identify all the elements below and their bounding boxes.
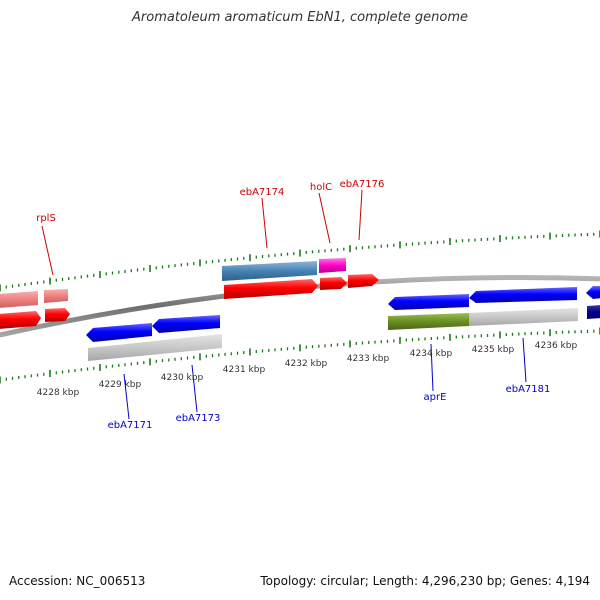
reverse-tick-row — [0, 327, 600, 384]
gene-bar-aprE[interactable] — [388, 313, 469, 330]
gene-bar-right-edge[interactable] — [587, 305, 600, 319]
kbp-label: 4228 kbp — [37, 388, 80, 398]
leader-line-ebA7174 — [261, 197, 268, 249]
gene-bar-ebA7174[interactable] — [222, 261, 317, 281]
genome-summary-label: Topology: circular; Length: 4,296,230 bp… — [260, 574, 590, 588]
cds-arrow-left-edge[interactable] — [0, 311, 41, 329]
kbp-label: 4234 kbp — [410, 349, 453, 359]
kbp-label: 4235 kbp — [472, 345, 515, 355]
gene-label-holC[interactable]: holC — [310, 182, 332, 193]
leader-line-aprE — [430, 343, 434, 392]
leader-line-ebA7171 — [123, 373, 130, 420]
cds-arrow-ebA7171[interactable] — [86, 323, 152, 342]
genome-title: Aromatoleum aromaticum EbN1, complete ge… — [132, 10, 468, 25]
leader-line-ebA7176 — [358, 189, 363, 241]
gene-label-rplS[interactable]: rplS — [36, 213, 56, 224]
cds-arrow-rplS[interactable] — [45, 308, 70, 322]
gene-label-ebA7173[interactable]: ebA7173 — [176, 413, 221, 424]
kbp-label: 4230 kbp — [161, 373, 204, 383]
gene-arrow-rplS-gene-right[interactable] — [44, 289, 68, 303]
kbp-label: 4232 kbp — [285, 359, 328, 369]
cds-arrow-ebA7173[interactable] — [152, 315, 220, 333]
forward-tick-row — [0, 230, 600, 292]
gene-arrow-rplS-gene[interactable] — [0, 291, 38, 308]
leader-line-rplS — [41, 225, 54, 276]
cds-arrow-ebA7176[interactable] — [348, 274, 379, 288]
gene-label-ebA7174[interactable]: ebA7174 — [240, 187, 285, 198]
accession-label: Accession: NC_006513 — [9, 574, 146, 588]
gene-bar-ebA7181[interactable] — [469, 308, 578, 326]
gene-label-ebA7171[interactable]: ebA7171 — [108, 420, 153, 431]
kbp-label: 4236 kbp — [535, 341, 578, 351]
gene-label-aprE[interactable]: aprE — [424, 392, 447, 403]
leader-line-ebA7173 — [191, 364, 198, 413]
cds-arrow-holC[interactable] — [320, 277, 347, 290]
cds-arrow-right-edge[interactable] — [586, 286, 600, 299]
cds-arrow-ebA7174[interactable] — [224, 279, 318, 299]
cds-arrow-ebA7181[interactable] — [469, 287, 577, 303]
gene-bar-holC[interactable] — [319, 258, 346, 273]
leader-line-ebA7181 — [522, 337, 527, 383]
leader-line-holC — [318, 192, 331, 244]
cds-arrow-aprE[interactable] — [388, 294, 469, 310]
gene-label-ebA7181[interactable]: ebA7181 — [506, 384, 551, 395]
kbp-label: 4229 kbp — [99, 380, 142, 390]
gene-label-ebA7176[interactable]: ebA7176 — [340, 179, 385, 190]
gene-bar-ebA7171[interactable] — [88, 334, 222, 361]
kbp-label: 4231 kbp — [223, 365, 266, 375]
kbp-label: 4233 kbp — [347, 354, 390, 364]
